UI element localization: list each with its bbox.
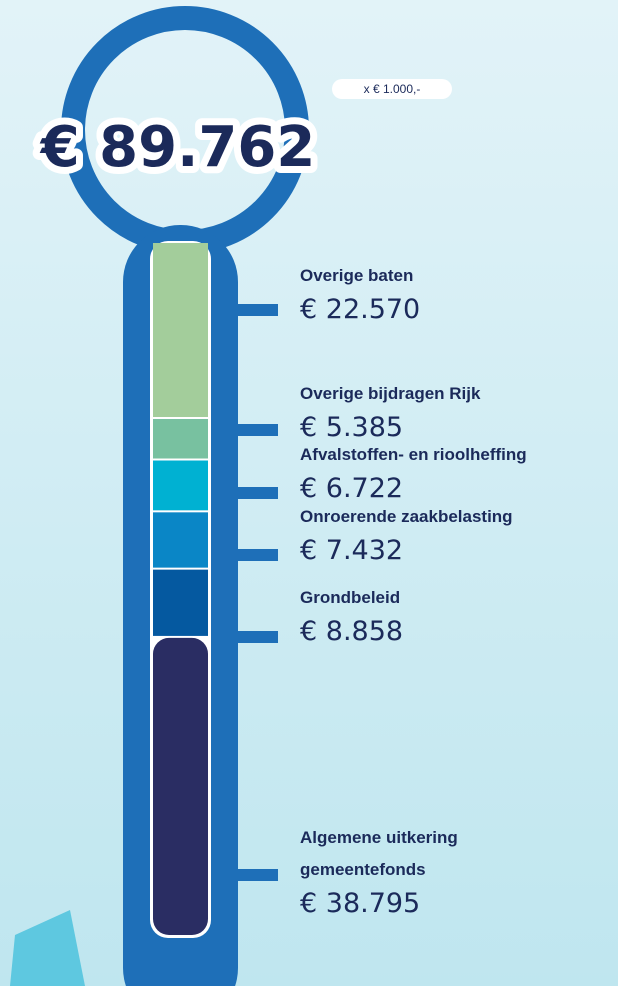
segment	[153, 512, 208, 567]
label: Algemene uitkering gemeentefonds€ 38.795	[300, 822, 458, 922]
value-label: € 8.858	[300, 614, 403, 650]
tick	[236, 424, 278, 436]
tick	[236, 487, 278, 499]
value-label: € 38.795	[300, 886, 458, 922]
category-name: Algemene uitkering gemeentefonds	[300, 822, 458, 886]
category-name: Afvalstoffen- en rioolheffing	[300, 439, 527, 471]
decoration	[10, 910, 85, 986]
chart-title: € 89.762	[39, 115, 316, 180]
label: Onroerende zaakbelasting€ 7.432	[300, 501, 513, 569]
unit: x € 1.000,-	[364, 82, 421, 96]
segment	[153, 570, 208, 636]
tick	[236, 549, 278, 561]
segment	[153, 638, 208, 935]
segment	[153, 419, 208, 459]
segment	[153, 243, 208, 417]
label: Overige bijdragen Rijk€ 5.385	[300, 378, 480, 446]
label: Afvalstoffen- en rioolheffing€ 6.722	[300, 439, 527, 507]
category-name: Overige baten	[300, 260, 420, 292]
tick	[236, 631, 278, 643]
label: Grondbeleid€ 8.858	[300, 582, 403, 650]
tick	[236, 869, 278, 881]
label: Overige baten€ 22.570	[300, 260, 420, 328]
value-label: € 22.570	[300, 292, 420, 328]
category-name: Onroerende zaakbelasting	[300, 501, 513, 533]
category-name: Grondbeleid	[300, 582, 403, 614]
category-name: Overige bijdragen Rijk	[300, 378, 480, 410]
tick	[236, 304, 278, 316]
page: x € 1.000,- € 89.762 Overige baten€ 22.5…	[0, 0, 618, 986]
segment	[153, 461, 208, 511]
value-label: € 7.432	[300, 533, 513, 569]
